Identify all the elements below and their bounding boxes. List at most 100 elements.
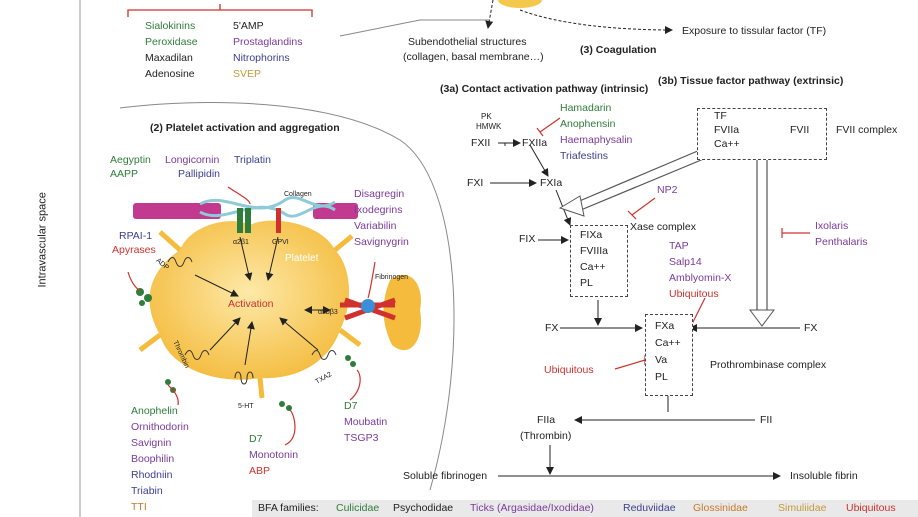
sub-arrow bbox=[485, 0, 494, 29]
legend-family: Reduviidae bbox=[623, 502, 676, 514]
platelet-inhibitor: AAPP bbox=[110, 168, 139, 180]
fvii-to-fx-arrow bbox=[756, 160, 768, 310]
gpvi-label: GPVI bbox=[272, 239, 289, 246]
thrombin-inhibitor: Boophilin bbox=[131, 453, 175, 465]
fxia-label: FXIa bbox=[540, 177, 563, 189]
exposure-label: Exposure to tissular factor (TF) bbox=[682, 25, 827, 37]
fvii-to-fix-arrow bbox=[569, 149, 707, 213]
prothrombinase-label: Prothrombinase complex bbox=[710, 359, 827, 371]
txa2-binder: Moubatin bbox=[344, 416, 388, 428]
intrinsic-inhibitor: Anophensin bbox=[560, 118, 616, 130]
fvii-label: FVII bbox=[790, 124, 810, 136]
xase-item: FIXa bbox=[580, 229, 603, 241]
platelet-label: Platelet bbox=[285, 253, 319, 264]
a2b1-label: α2β1 bbox=[233, 239, 249, 246]
top-list-col2-item: Nitrophorins bbox=[233, 52, 290, 64]
xase-inhibitor: Salp14 bbox=[669, 256, 702, 268]
collagen-label: Collagen bbox=[284, 191, 312, 198]
fvii-complex-label: FVII complex bbox=[836, 124, 898, 136]
platelet-region-border bbox=[119, 102, 455, 491]
legend-label: BFA families: bbox=[258, 502, 319, 514]
fvii-complex-item: TF bbox=[714, 110, 727, 122]
legend-family: Ticks (Argasidae/Ixodidae) bbox=[470, 502, 594, 514]
thrombin-inhibitor: Rhodniin bbox=[131, 469, 173, 481]
intrinsic-inhibitor: Haemaphysalin bbox=[560, 134, 633, 146]
xase-item: FVIIIa bbox=[580, 245, 609, 257]
platelet-title: (2) Platelet activation and aggregation bbox=[150, 122, 340, 134]
apyrases-label: Apyrases bbox=[112, 244, 156, 256]
subendothelial-sub: (collagen, basal membrane…) bbox=[403, 51, 544, 63]
top-list-col2-item: Prostaglandins bbox=[233, 36, 303, 48]
legend-family: Simuliidae bbox=[778, 502, 827, 514]
top-list-col1-item: Maxadilan bbox=[145, 52, 193, 64]
txa2-binder: TSGP3 bbox=[344, 432, 379, 444]
fx-right-label: FX bbox=[804, 322, 818, 334]
platelet-inhibitor: Aegyptin bbox=[110, 154, 151, 166]
extrinsic-inhibitor: Penthalaris bbox=[815, 236, 868, 248]
side-label: Intravascular space bbox=[36, 192, 49, 288]
intrinsic-inhibitor: Hamadarin bbox=[560, 102, 612, 114]
fvii-complex-box bbox=[697, 108, 827, 160]
intrinsic-title: (3a) Contact activation pathway (intrins… bbox=[440, 83, 649, 95]
ht-receptor bbox=[234, 371, 254, 385]
prothrombinase-item: PL bbox=[655, 371, 668, 383]
fix-label: FIX bbox=[519, 233, 536, 245]
thrombin-receptor bbox=[184, 350, 210, 360]
rpai-label: RPAI-1 bbox=[119, 230, 153, 242]
txa2-binder: D7 bbox=[344, 400, 358, 412]
top-list-col1-item: Adenosine bbox=[145, 68, 195, 80]
legend-family: Psychodidae bbox=[393, 502, 454, 514]
gpvi-receptor bbox=[276, 208, 281, 233]
fxi-label: FXI bbox=[467, 177, 484, 189]
xase-inhibitor: TAP bbox=[669, 240, 689, 252]
disintegrin: Savignygrin bbox=[354, 236, 409, 248]
ht-label: 5-HT bbox=[238, 403, 254, 410]
legend-family: Glossinidae bbox=[693, 502, 748, 514]
platelet-inhibitor: Longicornin bbox=[165, 154, 220, 166]
fiia-label: FIIa bbox=[537, 414, 556, 426]
fii-label: FII bbox=[760, 414, 773, 426]
xase-box bbox=[570, 225, 628, 297]
prothrombinase-box bbox=[645, 314, 693, 396]
hmwk-label: HMWK bbox=[476, 122, 502, 131]
ubiquitous-label: Ubiquitous bbox=[544, 364, 594, 376]
thrombin-inhibitor: Ornithodorin bbox=[131, 421, 189, 433]
a2b1-receptor bbox=[237, 208, 243, 233]
np2-label: NP2 bbox=[657, 184, 678, 196]
subendothelial-label: Subendothelial structures bbox=[408, 36, 527, 48]
platelet-inhibitor: Triplatin bbox=[234, 154, 271, 166]
serotonin-binder: ABP bbox=[249, 465, 271, 477]
prothrombinase-item: Ca++ bbox=[655, 337, 681, 349]
top-list-col1-item: Sialokinins bbox=[145, 20, 196, 32]
activation-label: Activation bbox=[228, 298, 274, 310]
intrinsic-inhibitor: Triafestins bbox=[560, 150, 609, 162]
source-blob bbox=[498, 0, 542, 8]
insoluble-fibrin-label: Insoluble fibrin bbox=[790, 470, 858, 482]
fxiia-label: FXIIa bbox=[522, 137, 548, 149]
extrinsic-title: (3b) Tissue factor pathway (extrinsic) bbox=[658, 75, 844, 87]
thrombin-inhibitor: Savignin bbox=[131, 437, 172, 449]
top-list-col2-item: 5'AMP bbox=[233, 20, 264, 32]
legend-bar bbox=[252, 500, 918, 517]
fibrinogen-label: Fibrinogen bbox=[375, 274, 409, 281]
xase-item: Ca++ bbox=[580, 261, 606, 273]
top-list-col1-item: Peroxidase bbox=[145, 36, 198, 48]
xase-inhibitor: Ubiquitous bbox=[669, 288, 719, 300]
fx-left-label: FX bbox=[545, 322, 559, 334]
xase-item: PL bbox=[580, 277, 593, 289]
xase-label: Xase complex bbox=[630, 221, 696, 233]
coagulation-title: (3) Coagulation bbox=[580, 44, 657, 56]
disintegrin: Variabilin bbox=[354, 220, 397, 232]
thrombin-inhibitor: TTI bbox=[131, 501, 147, 513]
top-bracket bbox=[127, 4, 313, 17]
platelet-inhibitor: Pallipidin bbox=[178, 168, 221, 180]
prothrombinase-item: Va bbox=[655, 354, 668, 366]
coag-region-border bbox=[339, 19, 490, 37]
pk-label: PK bbox=[481, 112, 492, 121]
serotonin-binder: Monotonin bbox=[249, 449, 299, 461]
legend-family: Culicidae bbox=[336, 502, 380, 514]
fvii-complex-item: Ca++ bbox=[714, 138, 740, 150]
fvii-complex-item: FVIIa bbox=[714, 124, 740, 136]
disintegrin: Ixodegrins bbox=[354, 204, 403, 216]
